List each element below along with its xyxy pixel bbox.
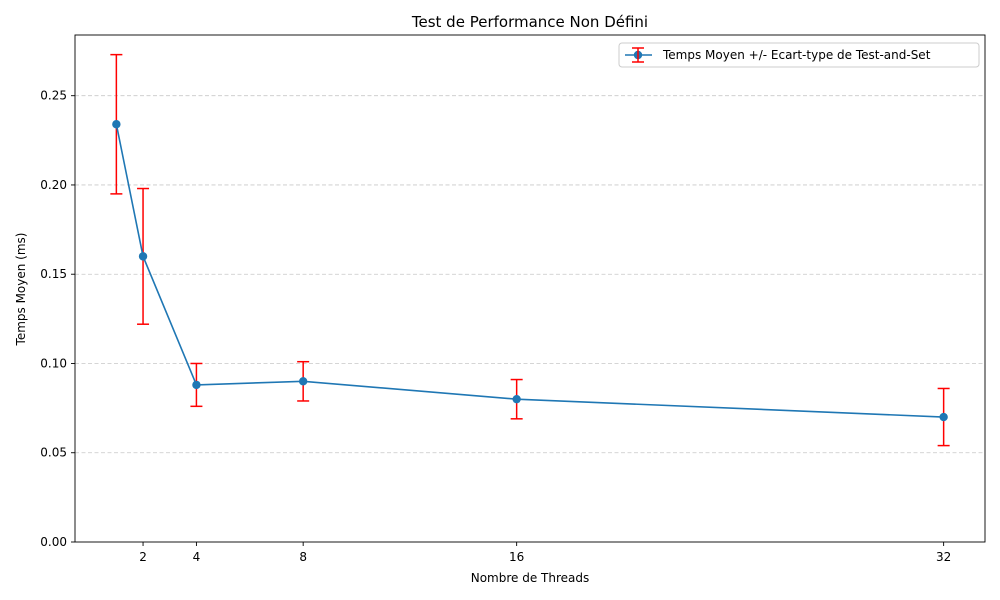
data-point bbox=[112, 120, 121, 129]
data-point bbox=[298, 377, 308, 386]
chart-title: Test de Performance Non Défini bbox=[411, 13, 648, 31]
data-point bbox=[512, 394, 521, 404]
y-tick-label: 0.05 bbox=[40, 446, 67, 460]
x-tick-label: 8 bbox=[299, 550, 307, 564]
series-layer bbox=[110, 53, 950, 447]
plot-frame bbox=[74, 34, 986, 543]
y-tick-label: 0.20 bbox=[40, 178, 67, 192]
y-tick-label: 0.15 bbox=[40, 267, 67, 281]
legend-entry-label: Temps Moyen +/- Ecart-type de Test-and-S… bbox=[662, 48, 931, 62]
grid bbox=[75, 95, 985, 454]
legend-box bbox=[618, 42, 980, 68]
x-tick-label: 4 bbox=[193, 550, 201, 564]
data-point bbox=[939, 412, 948, 422]
y-tick-label: 0.10 bbox=[40, 356, 67, 370]
x-tick-label: 16 bbox=[509, 550, 524, 564]
data-point bbox=[192, 380, 201, 390]
y-tick-label: 0.25 bbox=[40, 89, 67, 103]
x-tick-label: 32 bbox=[936, 550, 951, 564]
data-point bbox=[138, 252, 148, 261]
axes: 0.00 0.05 0.10 0.15 0.20 0.25 2 4 8 16 32 bbox=[40, 34, 986, 564]
y-tick-label: 0.00 bbox=[40, 535, 67, 549]
legend: Temps Moyen +/- Ecart-type de Test-and-S… bbox=[618, 42, 980, 68]
series-line bbox=[115, 124, 944, 418]
x-axis-label: Nombre de Threads bbox=[471, 571, 590, 585]
x-tick-label: 2 bbox=[139, 550, 147, 564]
y-axis-label: Temps Moyen (ms) bbox=[14, 233, 28, 347]
